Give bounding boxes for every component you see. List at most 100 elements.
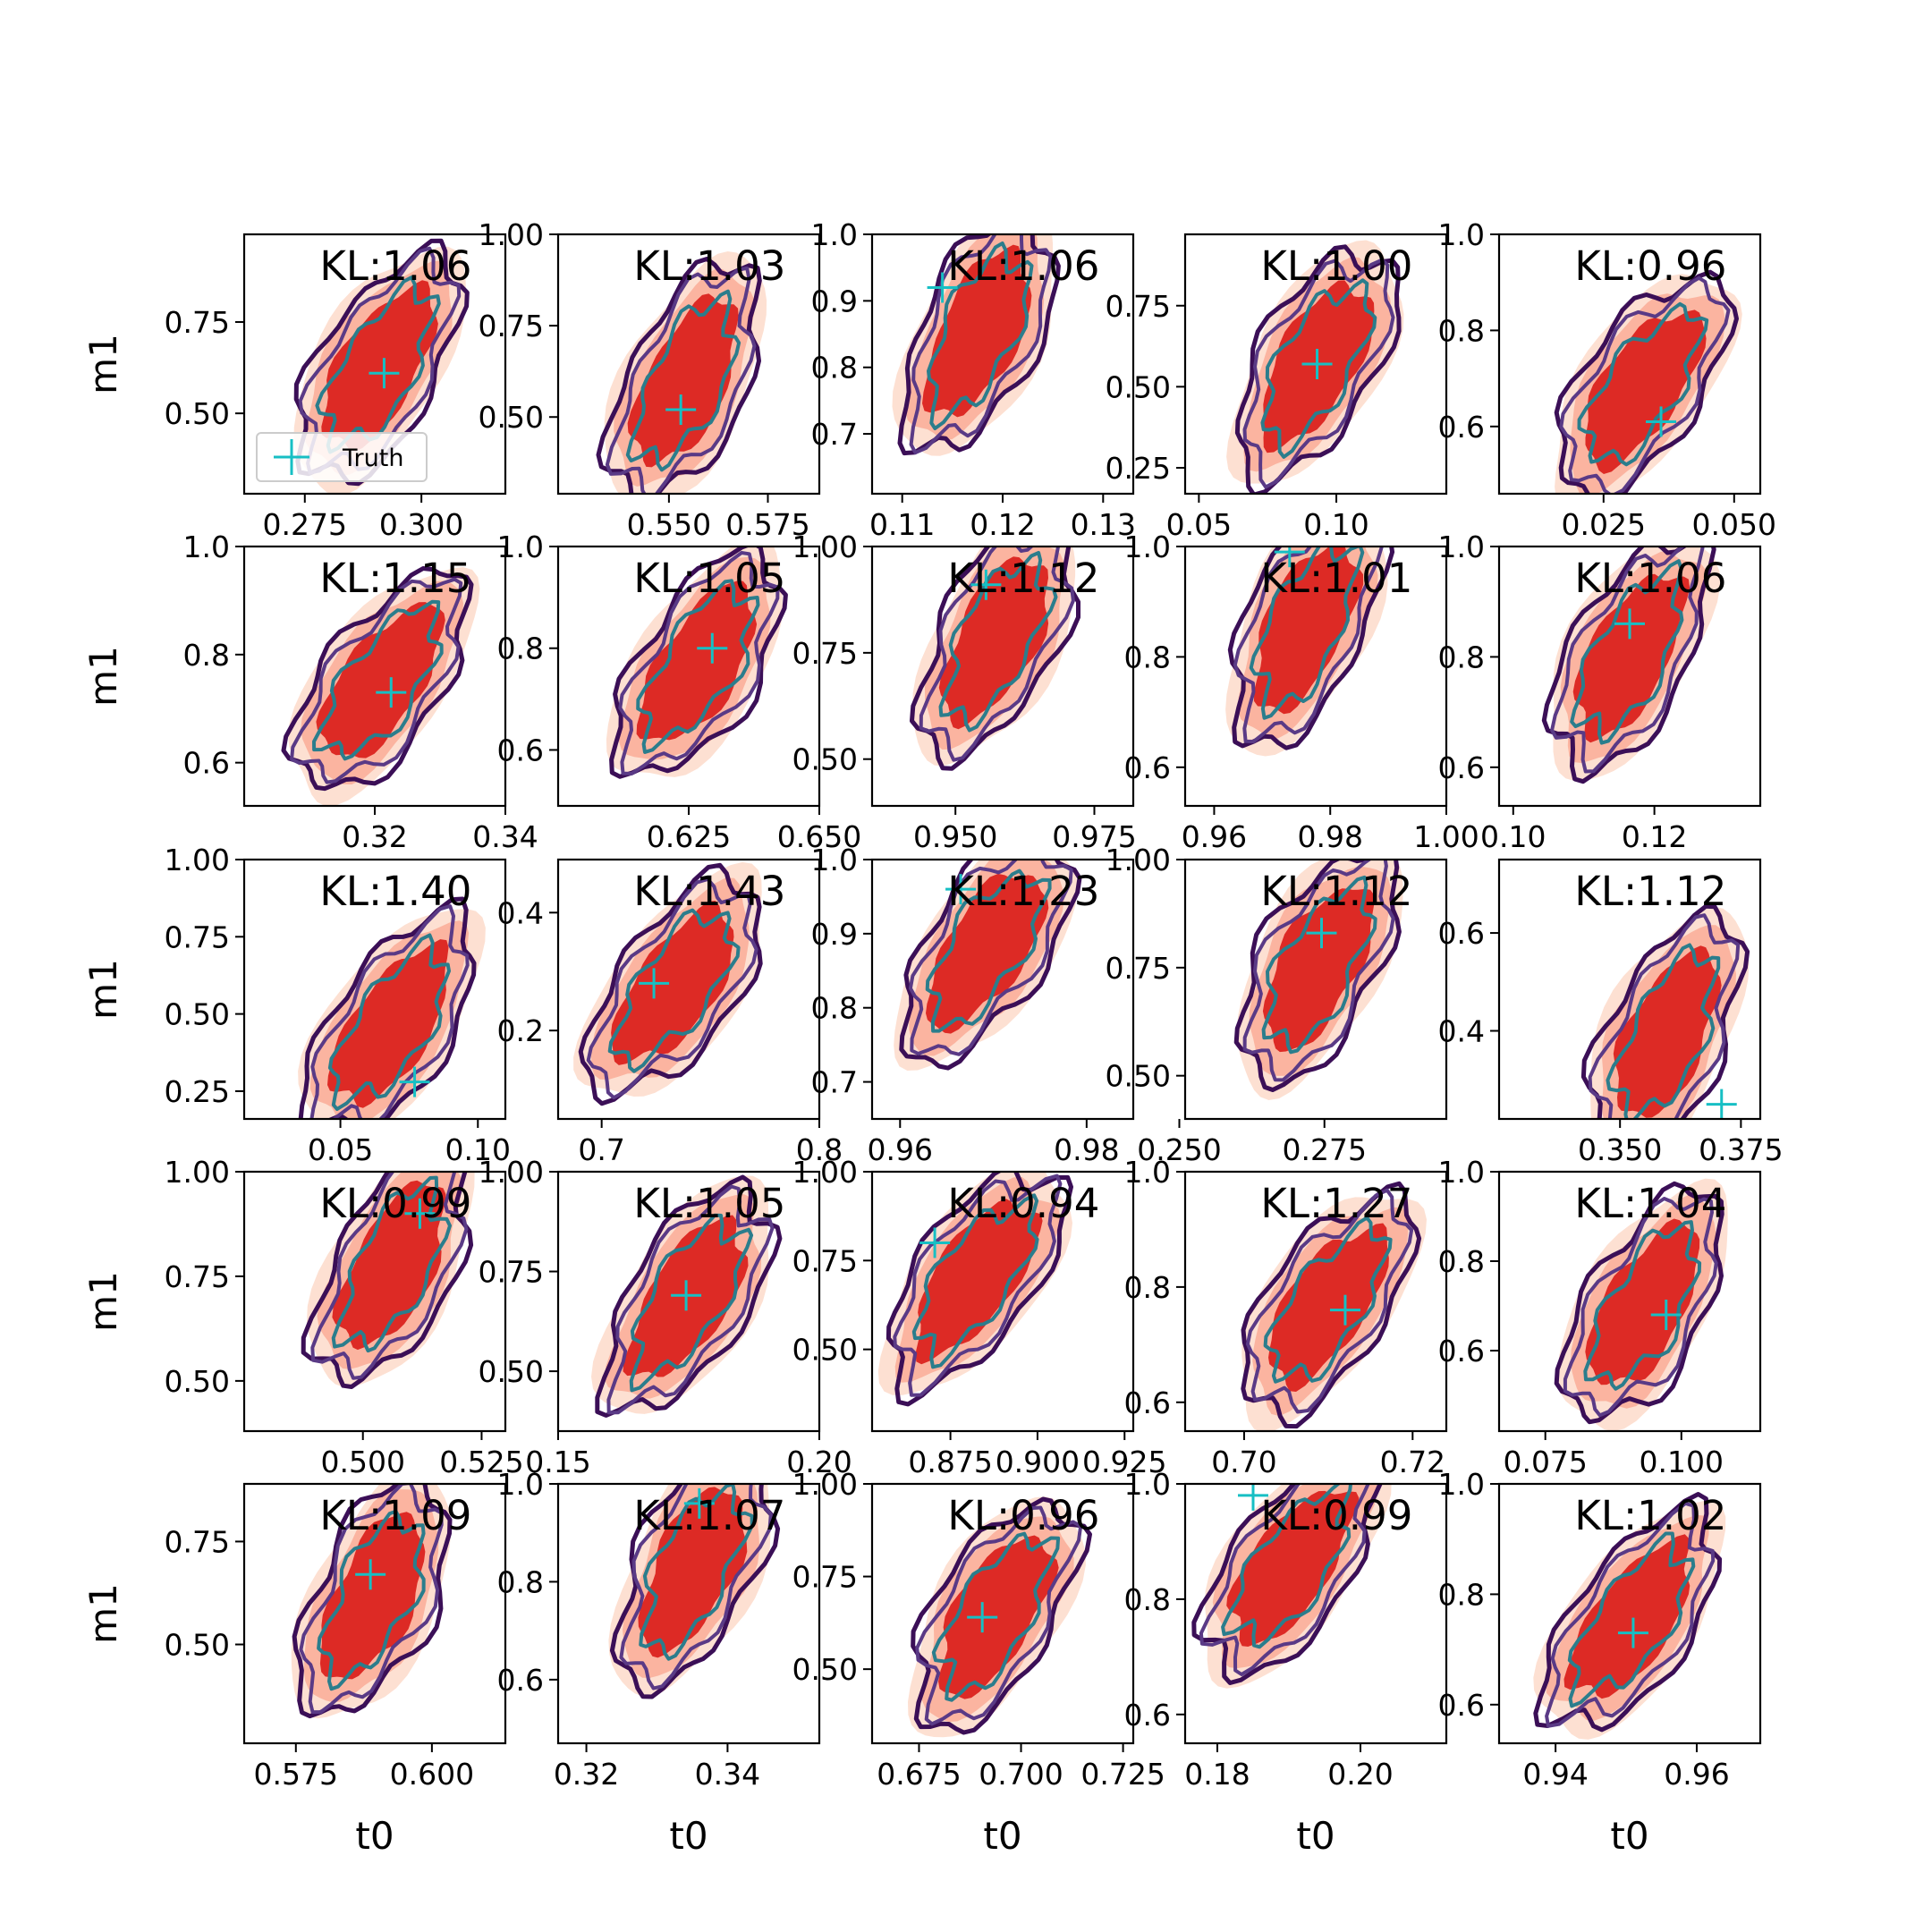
contour-outer (1234, 244, 1402, 494)
x-tick-label: 0.250 (1137, 1132, 1221, 1167)
density-contours (1533, 1492, 1726, 1740)
y-tick-label: 1.0 (1438, 1467, 1485, 1502)
subplot-22: KL:1.07 0.32 0.34 0.6 0.8 1.0 t0 (497, 1467, 821, 1858)
y-tick-label: 0.75 (165, 1524, 230, 1559)
y-tick-label: 0.50 (165, 997, 230, 1032)
truth-marker (399, 1066, 430, 1097)
axes-frame (870, 858, 1135, 1121)
contour-mid (909, 234, 1053, 455)
kl-title: KL:1.43 (633, 868, 785, 915)
x-tick-label: 0.05 (308, 1132, 373, 1167)
contour-outer (298, 896, 477, 1119)
y-tick-label: 0.50 (479, 1354, 544, 1389)
truth-marker (945, 874, 977, 905)
kl-title: KL:1.07 (633, 1492, 785, 1539)
x-axis-label: t0 (1610, 1814, 1648, 1858)
truth-marker (369, 358, 400, 389)
x-tick-label: 0.72 (1380, 1445, 1445, 1479)
kl-title: KL:0.99 (319, 1180, 471, 1227)
density-contours (573, 861, 763, 1106)
axes-frame (870, 545, 1135, 808)
density-contours (1554, 1178, 1728, 1431)
density-contours (591, 1174, 783, 1418)
y-tick-label: 1.00 (792, 1155, 858, 1190)
truth-marker (355, 1559, 386, 1590)
truth-marker (639, 968, 670, 999)
density-contours (281, 566, 480, 806)
y-axis-label: m1 (81, 1271, 125, 1332)
contour-outer (1554, 269, 1739, 494)
y-tick-label: 0.8 (811, 991, 858, 1026)
contour-inner (607, 908, 741, 1073)
contour-outer (899, 860, 1082, 1071)
density-contours (298, 896, 486, 1119)
legend-label: Truth (342, 445, 403, 472)
y-tick-label: 0.6 (1438, 1334, 1485, 1368)
density-contours (1541, 547, 1721, 784)
truth-marker (919, 1227, 951, 1258)
y-tick-label: 0.6 (1438, 750, 1485, 785)
contour-mid (290, 577, 463, 784)
density-fill-inner (915, 1199, 1043, 1365)
contour-mid (893, 1174, 1063, 1397)
axes-frame (870, 1170, 1135, 1433)
x-tick-label: 0.34 (472, 819, 538, 854)
kl-title: KL:1.27 (1260, 1180, 1412, 1227)
kl-title: KL:1.06 (1574, 555, 1726, 602)
y-axis-label: m1 (81, 334, 125, 394)
density-contours (892, 234, 1061, 456)
contour-mid (1588, 913, 1741, 1119)
x-tick-label: 0.875 (908, 1445, 992, 1479)
contour-mid (618, 551, 780, 775)
contour-mid (1545, 1501, 1716, 1728)
x-tick-label: 0.13 (1071, 507, 1136, 542)
subplot-10: KL:1.06 0.10 0.12 0.6 0.8 1.0 (1438, 530, 1762, 854)
x-tick-label: 0.300 (379, 507, 463, 542)
x-tick-label: 0.20 (1327, 1757, 1393, 1792)
contour-inner (636, 579, 760, 754)
x-tick-label: 0.925 (1082, 1445, 1166, 1479)
density-contours (291, 1484, 453, 1719)
contour-outer (1191, 1484, 1383, 1685)
truth-marker (404, 1198, 436, 1229)
y-tick-label: 0.8 (811, 351, 858, 386)
axes-frame (556, 1482, 821, 1745)
y-tick-label: 0.50 (1106, 1059, 1171, 1094)
x-tick-label: 0.900 (996, 1445, 1080, 1479)
axes-frame (1497, 545, 1762, 808)
x-tick-label: 0.275 (263, 507, 347, 542)
contour-outer (1541, 547, 1716, 784)
contour-inner (317, 1509, 426, 1691)
contour-inner (1567, 1531, 1696, 1708)
y-tick-label: 0.75 (479, 1255, 544, 1290)
subplot-18: KL:0.94 0.875 0.900 0.925 0.50 0.75 1.00 (792, 1155, 1167, 1479)
truth-marker (376, 677, 407, 708)
y-tick-label: 0.6 (497, 1663, 544, 1698)
kl-title: KL:1.12 (1260, 868, 1412, 915)
y-tick-label: 0.75 (792, 1243, 858, 1278)
x-tick-label: 0.12 (970, 507, 1035, 542)
contour-inner (1260, 278, 1377, 459)
axes-frame (242, 1170, 507, 1433)
y-tick-label: 0.6 (1124, 750, 1171, 785)
subplot-11: KL:1.40 0.05 0.10 0.25 0.50 0.75 1.00 m1 (81, 843, 511, 1167)
density-fill-inner (1268, 1223, 1389, 1392)
contour-outer (281, 566, 474, 792)
y-tick-label: 0.4 (497, 895, 544, 930)
density-contours (301, 1172, 475, 1389)
kl-title: KL:1.03 (633, 242, 785, 290)
contour-inner (927, 242, 1034, 430)
density-contours (293, 238, 470, 494)
kl-title: KL:0.99 (1260, 1492, 1412, 1539)
subplot-17: KL:1.05 0.15 0.20 0.50 0.75 1.00 (479, 1155, 852, 1479)
contour-mid (310, 1172, 469, 1380)
y-tick-label: 0.50 (165, 1364, 230, 1399)
y-tick-label: 1.0 (497, 1467, 544, 1502)
x-tick-label: 0.05 (1166, 507, 1232, 542)
truth-marker (1646, 406, 1677, 437)
truth-marker (683, 1487, 715, 1519)
density-fill-inner (316, 602, 445, 758)
subplot-12: KL:1.43 0.7 0.8 0.2 0.4 (497, 858, 843, 1167)
contour-inner (1263, 1216, 1393, 1384)
density-fill-inner (1585, 1218, 1700, 1385)
